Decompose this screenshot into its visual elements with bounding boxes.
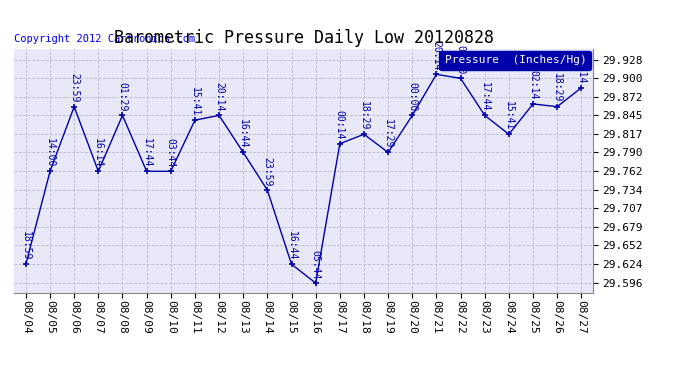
Legend: Pressure  (Inches/Hg): Pressure (Inches/Hg) xyxy=(440,51,591,70)
Text: 00:14: 00:14 xyxy=(335,110,345,140)
Text: 15:41: 15:41 xyxy=(190,87,200,116)
Text: 18:59: 18:59 xyxy=(21,231,31,260)
Text: 00:00: 00:00 xyxy=(407,82,417,111)
Text: 16:44: 16:44 xyxy=(238,119,248,148)
Title: Barometric Pressure Daily Low 20120828: Barometric Pressure Daily Low 20120828 xyxy=(114,29,493,47)
Text: 16:14: 16:14 xyxy=(93,138,104,167)
Text: 20:14: 20:14 xyxy=(431,41,442,70)
Text: 14:00: 14:00 xyxy=(45,138,55,167)
Text: 23:59: 23:59 xyxy=(262,157,273,186)
Text: 16:44: 16:44 xyxy=(286,231,297,260)
Text: 03:44: 03:44 xyxy=(166,138,176,167)
Text: Copyright 2012 Cartronics.com: Copyright 2012 Cartronics.com xyxy=(14,34,195,44)
Text: 20:14: 20:14 xyxy=(214,82,224,111)
Text: 15:41: 15:41 xyxy=(504,101,514,130)
Text: 03:14: 03:14 xyxy=(576,54,586,84)
Text: 18:29: 18:29 xyxy=(552,73,562,102)
Text: 01:29: 01:29 xyxy=(117,82,128,111)
Text: 23:59: 23:59 xyxy=(69,73,79,102)
Text: 05:44: 05:44 xyxy=(310,249,321,279)
Text: 17:29: 17:29 xyxy=(383,119,393,148)
Text: 17:44: 17:44 xyxy=(480,82,490,111)
Text: 18:29: 18:29 xyxy=(359,101,369,130)
Text: 02:14: 02:14 xyxy=(528,70,538,100)
Text: 17:44: 17:44 xyxy=(141,138,152,167)
Text: 00:00: 00:00 xyxy=(455,45,466,74)
